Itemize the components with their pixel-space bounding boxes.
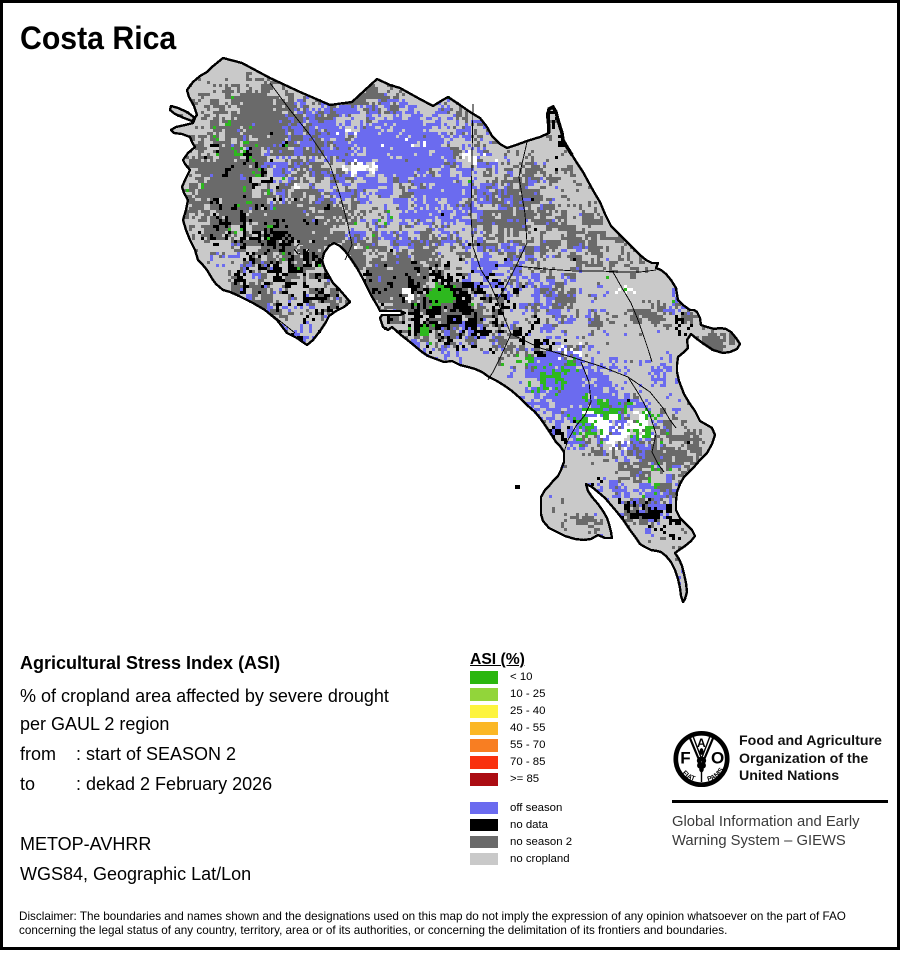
- svg-text:O: O: [711, 749, 724, 768]
- svg-text:F: F: [680, 749, 690, 768]
- svg-text:A: A: [697, 736, 706, 750]
